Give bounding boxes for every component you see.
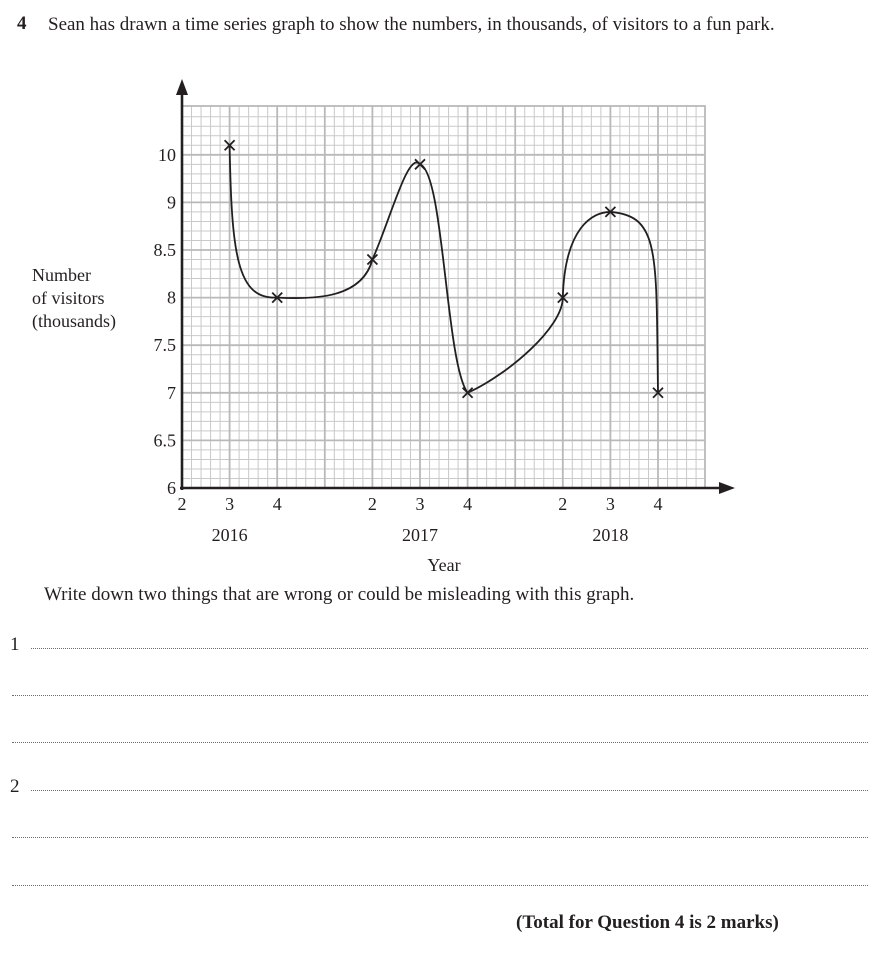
svg-text:6.5: 6.5: [154, 430, 177, 450]
svg-text:4: 4: [273, 494, 282, 514]
svg-text:2: 2: [368, 494, 377, 514]
answer-1-number: 1: [10, 634, 20, 655]
time-series-chart: 6 6.5 7 7.5 8 8.5 9 10 2 3 4 2 3 4 2 3 4 2016 2017 2018 Y…: [154, 79, 735, 575]
svg-text:7.5: 7.5: [154, 335, 177, 355]
svg-text:6: 6: [167, 478, 176, 498]
svg-text:8: 8: [167, 288, 176, 308]
svg-text:3: 3: [225, 494, 234, 514]
svg-text:8.5: 8.5: [154, 240, 177, 260]
answer-2-line-2[interactable]: [12, 837, 868, 838]
x-tick-labels: 2 3 4 2 3 4 2 3 4: [178, 494, 663, 514]
question-number: 4: [17, 13, 27, 34]
answer-1-line-1[interactable]: [31, 648, 868, 649]
instruction-text: Write down two things that are wrong or …: [44, 584, 635, 605]
answer-1-line-2[interactable]: [12, 695, 868, 696]
x-axis-arrow-icon: [719, 482, 735, 494]
svg-text:4: 4: [654, 494, 663, 514]
svg-text:3: 3: [606, 494, 615, 514]
y-axis-title-line-3: (thousands): [32, 311, 116, 331]
svg-text:10: 10: [158, 145, 176, 165]
answer-1-line-3[interactable]: [12, 742, 868, 743]
total-marks: (Total for Question 4 is 2 marks): [516, 912, 779, 933]
svg-text:3: 3: [416, 494, 425, 514]
svg-text:2017: 2017: [402, 525, 438, 545]
x-axis-title: Year: [427, 555, 460, 575]
svg-text:2: 2: [558, 494, 567, 514]
y-axis-arrow-icon: [176, 79, 188, 95]
question-text: Sean has drawn a time series graph to sh…: [48, 14, 775, 35]
grid-major-lines: [182, 106, 705, 488]
answer-2-line-3[interactable]: [12, 885, 868, 886]
svg-text:9: 9: [167, 192, 176, 212]
answer-2-line-1[interactable]: [31, 790, 868, 791]
svg-text:2016: 2016: [212, 525, 248, 545]
x-year-labels: 2016 2017 2018: [212, 525, 629, 545]
y-axis-title: Number of visitors (thousands): [32, 264, 116, 333]
y-axis-title-line-2: of visitors: [32, 288, 105, 308]
y-tick-labels: 6 6.5 7 7.5 8 8.5 9 10: [154, 145, 177, 498]
answer-2-number: 2: [10, 776, 20, 797]
svg-text:7: 7: [167, 383, 176, 403]
svg-text:2: 2: [178, 494, 187, 514]
data-markers: [223, 139, 664, 399]
svg-text:4: 4: [463, 494, 472, 514]
y-axis-title-line-1: Number: [32, 265, 91, 285]
svg-text:2018: 2018: [592, 525, 628, 545]
